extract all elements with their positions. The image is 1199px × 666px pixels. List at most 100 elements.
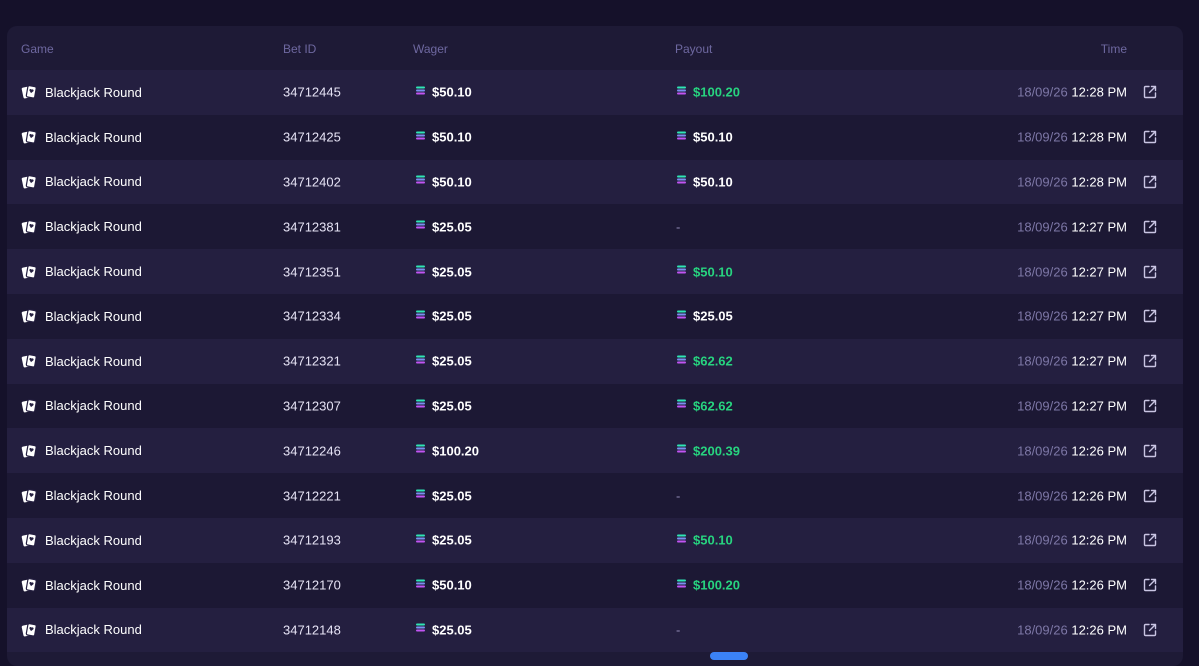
wager-cell: $25.05 — [415, 533, 472, 548]
time-cell: 18/09/26 12:27 PM — [1017, 354, 1127, 369]
wager-cell: $50.10 — [415, 85, 472, 100]
playing-cards-icon — [21, 309, 37, 323]
bet-time: 12:26 PM — [1071, 443, 1127, 459]
game-cell: Blackjack Round — [21, 577, 142, 593]
solana-coin-icon — [415, 623, 426, 633]
external-link-icon[interactable] — [1142, 532, 1158, 548]
external-link-icon[interactable] — [1142, 443, 1158, 459]
bet-date: 18/09/26 — [1017, 622, 1068, 638]
wager-cell: $50.10 — [415, 174, 472, 189]
playing-cards-icon — [21, 175, 37, 189]
wager-amount: $100.20 — [432, 443, 479, 459]
payout-cell: $62.62 — [676, 354, 733, 369]
scroll-indicator[interactable] — [710, 652, 748, 660]
wager-cell: $25.05 — [415, 264, 472, 279]
bet-history-panel: Game Bet ID Wager Payout Time Blackjack … — [7, 26, 1183, 666]
time-cell: 18/09/26 12:26 PM — [1017, 533, 1127, 548]
solana-coin-icon — [676, 130, 687, 140]
bet-date: 18/09/26 — [1017, 398, 1068, 414]
external-link-icon[interactable] — [1142, 398, 1158, 414]
external-link-icon[interactable] — [1142, 488, 1158, 504]
header-payout: Payout — [675, 42, 713, 56]
playing-cards-icon — [21, 354, 37, 368]
external-link-icon[interactable] — [1142, 622, 1158, 638]
table-row[interactable]: Blackjack Round 34712321 $25.05 $62.62 1… — [7, 338, 1183, 384]
table-row[interactable]: Blackjack Round 34712334 $25.05 $25.05 1… — [7, 293, 1183, 339]
time-cell: 18/09/26 12:28 PM — [1017, 174, 1127, 189]
payout-cell: $50.10 — [676, 533, 733, 548]
bet-id[interactable]: 34712334 — [283, 308, 341, 324]
payout-cell: $100.20 — [676, 85, 740, 100]
wager-amount: $25.05 — [432, 622, 472, 638]
external-link-icon[interactable] — [1142, 129, 1158, 145]
solana-coin-icon — [415, 175, 426, 185]
bet-id[interactable]: 34712221 — [283, 488, 341, 504]
payout-cell: - — [676, 488, 680, 503]
table-row[interactable]: Blackjack Round 34712445 $50.10 $100.20 … — [7, 70, 1183, 115]
time-cell: 18/09/26 12:27 PM — [1017, 309, 1127, 324]
playing-cards-icon — [21, 622, 37, 637]
table-row[interactable]: Blackjack Round 34712351 $25.05 $50.10 1… — [7, 249, 1183, 294]
wager-amount: $25.05 — [432, 264, 472, 280]
wager-cell: $25.05 — [415, 622, 472, 637]
game-cell: Blackjack Round — [21, 443, 142, 459]
bet-id[interactable]: 34712425 — [283, 129, 341, 145]
game-cell: Blackjack Round — [21, 264, 142, 280]
bet-id[interactable]: 34712402 — [283, 174, 341, 190]
wager-amount: $50.10 — [432, 174, 472, 190]
bet-time: 12:26 PM — [1071, 488, 1127, 504]
external-link-icon[interactable] — [1142, 264, 1158, 280]
bet-id[interactable]: 34712170 — [283, 577, 341, 593]
table-row[interactable]: Blackjack Round 34712221 $25.05 - 18/09/… — [7, 473, 1183, 518]
bet-date: 18/09/26 — [1017, 174, 1068, 190]
bet-date: 18/09/26 — [1017, 264, 1068, 280]
bet-id[interactable]: 34712381 — [283, 219, 341, 235]
table-row[interactable]: Blackjack Round 34712402 $50.10 $50.10 1… — [7, 159, 1183, 205]
external-link-icon[interactable] — [1142, 577, 1158, 593]
bet-id[interactable]: 34712148 — [283, 622, 341, 638]
bet-id[interactable]: 34712321 — [283, 353, 341, 369]
wager-amount: $50.10 — [432, 129, 472, 145]
payout-amount: $50.10 — [693, 129, 733, 145]
bet-time: 12:27 PM — [1071, 264, 1127, 280]
payout-cell: $50.10 — [676, 174, 733, 189]
external-link-icon[interactable] — [1142, 174, 1158, 190]
table-row[interactable]: Blackjack Round 34712193 $25.05 $50.10 1… — [7, 517, 1183, 563]
bet-time: 12:28 PM — [1071, 84, 1127, 100]
external-link-icon[interactable] — [1142, 353, 1158, 369]
game-name: Blackjack Round — [45, 308, 142, 324]
table-row[interactable]: Blackjack Round 34712148 $25.05 - 18/09/… — [7, 607, 1183, 653]
time-cell: 18/09/26 12:28 PM — [1017, 130, 1127, 145]
bet-id[interactable]: 34712193 — [283, 532, 341, 548]
game-cell: Blackjack Round — [21, 308, 142, 324]
wager-amount: $25.05 — [432, 353, 472, 369]
playing-cards-icon — [21, 219, 37, 234]
external-link-icon[interactable] — [1142, 84, 1158, 100]
wager-amount: $50.10 — [432, 84, 472, 100]
bet-id[interactable]: 34712307 — [283, 398, 341, 414]
table-row[interactable]: Blackjack Round 34712170 $50.10 $100.20 … — [7, 562, 1183, 608]
playing-cards-icon — [21, 130, 37, 144]
bet-time: 12:27 PM — [1071, 219, 1127, 235]
payout-cell: - — [676, 622, 680, 637]
external-link-icon[interactable] — [1142, 308, 1158, 324]
solana-coin-icon — [676, 533, 687, 543]
table-row[interactable]: Blackjack Round 34712307 $25.05 $62.62 1… — [7, 383, 1183, 429]
bet-time: 12:27 PM — [1071, 353, 1127, 369]
payout-cell: $25.05 — [676, 309, 733, 324]
time-cell: 18/09/26 12:27 PM — [1017, 398, 1127, 413]
table-row[interactable]: Blackjack Round 34712381 $25.05 - 18/09/… — [7, 204, 1183, 250]
wager-cell: $25.05 — [415, 309, 472, 324]
playing-cards-icon — [21, 488, 37, 503]
payout-amount: $50.10 — [693, 532, 733, 548]
payout-amount: - — [676, 488, 681, 504]
game-cell: Blackjack Round — [21, 532, 142, 548]
table-row[interactable]: Blackjack Round 34712246 $100.20 $200.39… — [7, 428, 1183, 474]
solana-coin-icon — [415, 489, 426, 499]
external-link-icon[interactable] — [1142, 219, 1158, 235]
bet-id[interactable]: 34712445 — [283, 84, 341, 100]
time-cell: 18/09/26 12:26 PM — [1017, 578, 1127, 593]
bet-id[interactable]: 34712351 — [283, 264, 341, 280]
table-row[interactable]: Blackjack Round 34712425 $50.10 $50.10 1… — [7, 114, 1183, 160]
bet-id[interactable]: 34712246 — [283, 443, 341, 459]
